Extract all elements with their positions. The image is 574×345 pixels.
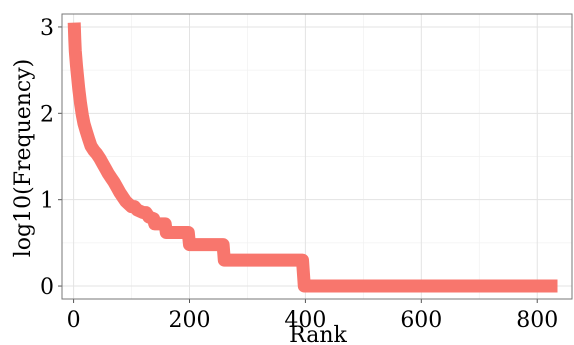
x-tick-label: 400	[284, 308, 326, 333]
y-tick-label: 3	[40, 16, 54, 41]
grid-lines	[62, 14, 572, 299]
axis-ticks: 0 200 400 600 800 0 1 2 3	[40, 16, 558, 333]
x-tick-label: 0	[67, 308, 81, 333]
data-series	[67, 22, 558, 293]
y-axis-title: log10(Frequency)	[11, 59, 36, 258]
plot-border	[61, 13, 573, 300]
y-tick-label: 2	[40, 102, 54, 127]
y-tick-label: 1	[40, 189, 54, 214]
series-line	[67, 22, 558, 293]
x-tick-label: 600	[400, 308, 442, 333]
x-tick-label: 200	[169, 308, 211, 333]
x-axis-title: Rank	[289, 323, 347, 345]
x-tick-label: 800	[516, 308, 558, 333]
y-tick-label: 0	[40, 275, 54, 300]
